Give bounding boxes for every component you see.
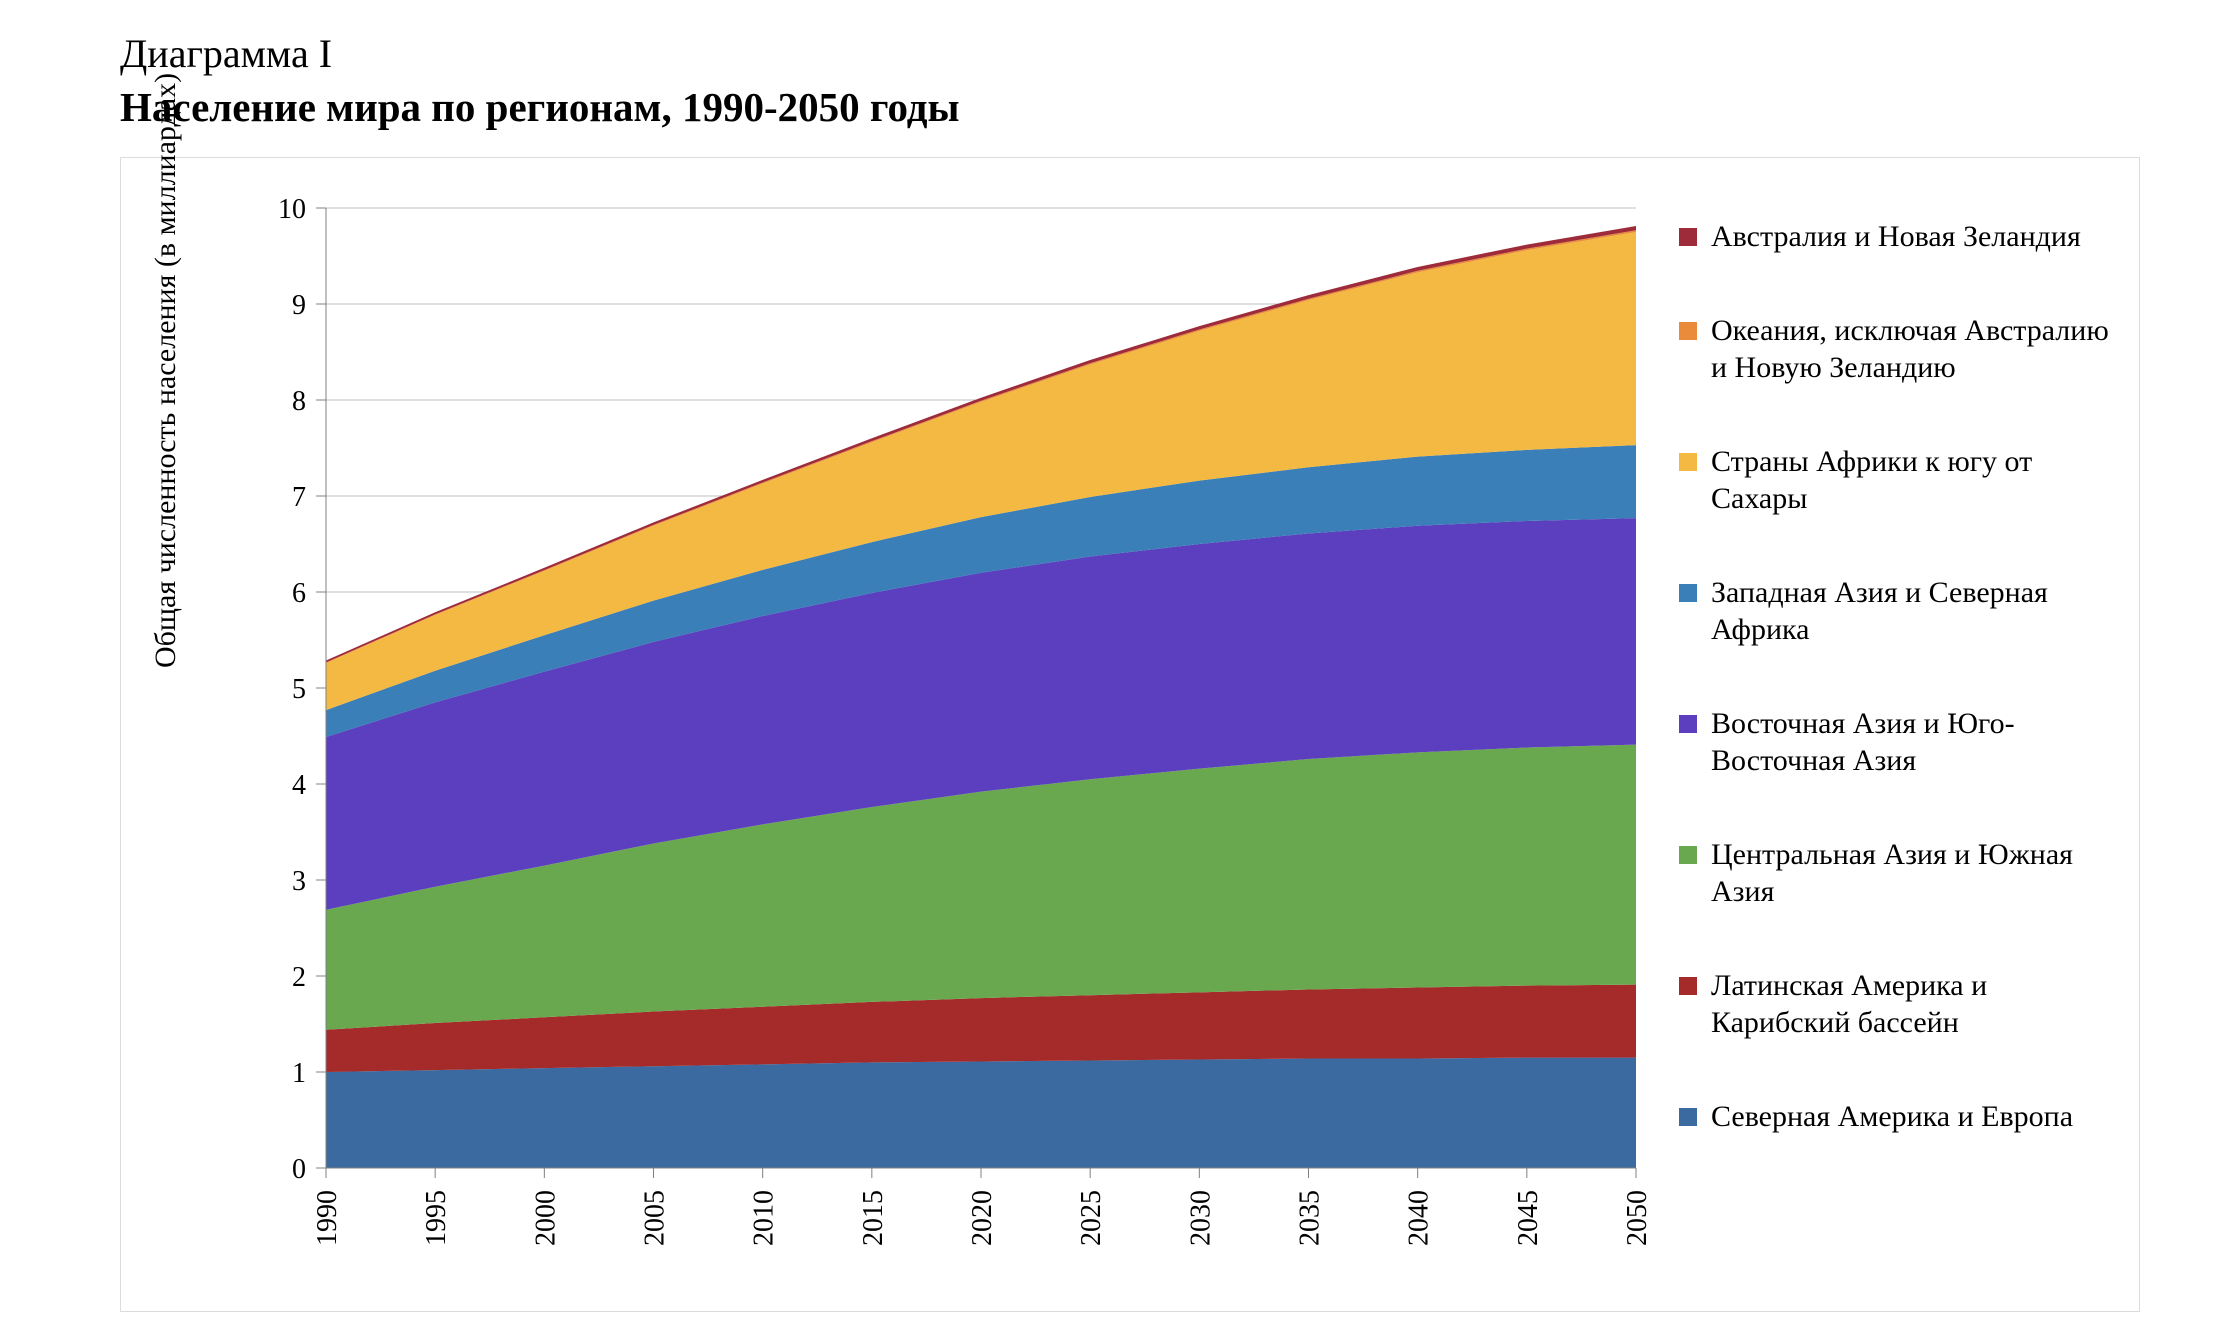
legend-item-esea: Восточная Азия и Юго-Восточная Азия [1679,705,2109,780]
legend-item-ssa: Страны Африки к югу от Сахары [1679,443,2109,518]
chart-title: Население мира по регионам, 1990-2050 го… [120,83,2154,131]
svg-text:2000: 2000 [530,1190,561,1246]
svg-text:2035: 2035 [1295,1190,1326,1246]
svg-text:1990: 1990 [312,1190,343,1246]
svg-text:6: 6 [292,578,306,609]
legend-item-oceania: Океания, исключая Австралию и Новую Зела… [1679,312,2109,387]
svg-text:9: 9 [292,290,306,321]
svg-text:2030: 2030 [1185,1190,1216,1246]
legend-swatch [1679,977,1697,995]
legend-swatch [1679,715,1697,733]
svg-text:2010: 2010 [749,1190,780,1246]
legend-label: Страны Африки к югу от Сахары [1711,443,2109,518]
svg-text:2020: 2020 [967,1190,998,1246]
svg-text:2050: 2050 [1622,1190,1653,1246]
legend-item-lac: Латинская Америка и Карибский бассейн [1679,967,2109,1042]
chart-frame: Общая численность населения (в миллиарда… [120,157,2140,1312]
svg-text:2005: 2005 [640,1190,671,1246]
legend-swatch [1679,846,1697,864]
legend-item-csa: Центральная Азия и Южная Азия [1679,836,2109,911]
page: Диаграмма I Население мира по регионам, … [0,0,2214,1344]
legend: Австралия и Новая Зеландия Океания, исклю… [1679,218,2109,1191]
legend-label: Океания, исключая Австралию и Новую Зела… [1711,312,2109,387]
svg-text:2015: 2015 [858,1190,889,1246]
legend-swatch [1679,322,1697,340]
legend-label: Центральная Азия и Южная Азия [1711,836,2109,911]
svg-text:3: 3 [292,866,306,897]
legend-label: Северная Америка и Европа [1711,1098,2109,1136]
svg-text:5: 5 [292,674,306,705]
legend-swatch [1679,584,1697,602]
svg-text:1: 1 [292,1058,306,1089]
svg-text:7: 7 [292,482,306,513]
svg-text:0: 0 [292,1154,306,1185]
area-na_eu [326,1058,1636,1168]
legend-item-na_eu: Северная Америка и Европа [1679,1098,2109,1136]
legend-swatch [1679,228,1697,246]
svg-text:8: 8 [292,386,306,417]
svg-text:2: 2 [292,962,306,993]
legend-item-wana: Западная Азия и Северная Африка [1679,574,2109,649]
svg-text:4: 4 [292,770,306,801]
svg-text:1995: 1995 [421,1190,452,1246]
legend-label: Западная Азия и Северная Африка [1711,574,2109,649]
svg-text:10: 10 [278,194,306,225]
svg-text:2045: 2045 [1513,1190,1544,1246]
legend-label: Латинская Америка и Карибский бассейн [1711,967,2109,1042]
legend-label: Австралия и Новая Зеландия [1711,218,2109,256]
svg-text:2040: 2040 [1404,1190,1435,1246]
diagram-label: Диаграмма I [120,30,2154,77]
y-axis-title: Общая численность населения (в миллиарда… [149,73,183,668]
legend-item-anz: Австралия и Новая Зеландия [1679,218,2109,256]
legend-swatch [1679,453,1697,471]
legend-label: Восточная Азия и Юго-Восточная Азия [1711,705,2109,780]
svg-text:2025: 2025 [1076,1190,1107,1246]
legend-swatch [1679,1108,1697,1126]
